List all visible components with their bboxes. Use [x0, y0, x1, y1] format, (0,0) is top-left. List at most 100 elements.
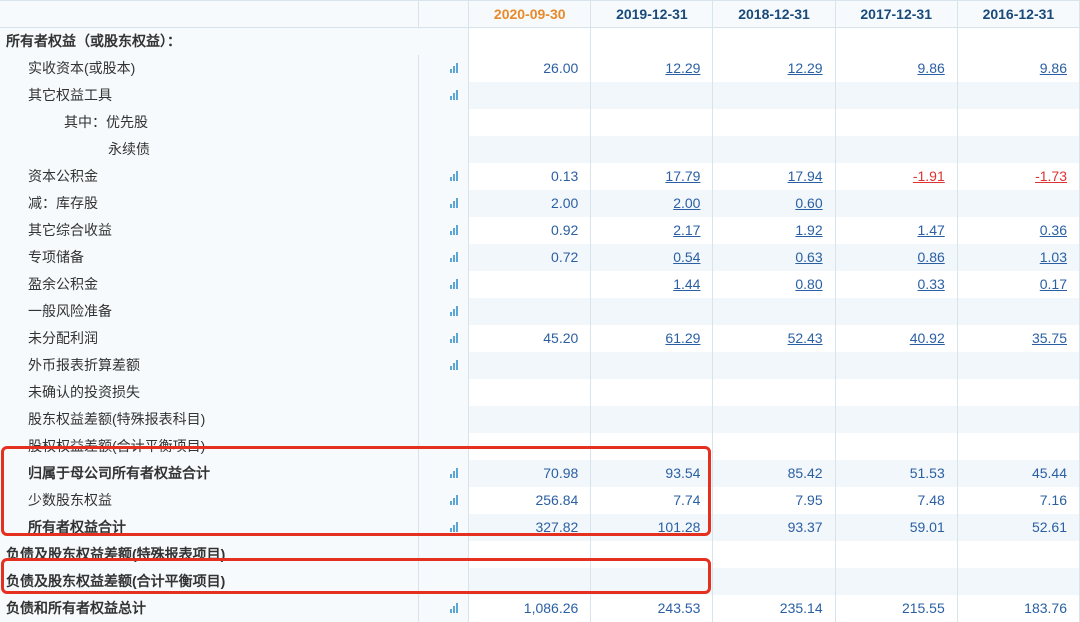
value-cell[interactable]: -1.73 — [957, 163, 1079, 190]
bar-chart-icon[interactable] — [450, 170, 458, 181]
bar-chart-icon[interactable] — [450, 62, 458, 73]
value-cell — [591, 541, 713, 568]
row-label: 永续债 — [0, 136, 419, 163]
value-cell[interactable]: 52.43 — [713, 325, 835, 352]
bar-chart-icon[interactable] — [450, 494, 458, 505]
value-cell[interactable]: 0.86 — [835, 244, 957, 271]
bar-chart-icon[interactable] — [450, 89, 458, 100]
value-cell[interactable]: 0.63 — [713, 244, 835, 271]
value-cell[interactable]: 17.79 — [591, 163, 713, 190]
value-cell — [469, 406, 591, 433]
bar-chart-icon[interactable] — [450, 359, 458, 370]
value-cell: 45.44 — [957, 460, 1079, 487]
value-cell[interactable]: 0.80 — [713, 271, 835, 298]
value-cell — [469, 136, 591, 163]
row-label: 所有者权益合计 — [0, 514, 419, 541]
chart-icon-cell[interactable] — [419, 163, 469, 190]
value-cell: 26.00 — [469, 55, 591, 82]
col-header-1[interactable]: 2019-12-31 — [591, 1, 713, 28]
value-cell — [835, 190, 957, 217]
value-cell — [469, 271, 591, 298]
value-cell[interactable]: 0.33 — [835, 271, 957, 298]
bar-chart-icon[interactable] — [450, 251, 458, 262]
value-cell[interactable]: 17.94 — [713, 163, 835, 190]
chart-icon-cell — [419, 433, 469, 460]
chart-icon-cell[interactable] — [419, 55, 469, 82]
value-cell[interactable]: 35.75 — [957, 325, 1079, 352]
value-cell — [957, 568, 1079, 595]
bar-chart-icon[interactable] — [450, 521, 458, 532]
table-row: 所有者权益合计327.82101.2893.3759.0152.61 — [0, 514, 1080, 541]
chart-icon-cell[interactable] — [419, 82, 469, 109]
value-cell: 85.42 — [713, 460, 835, 487]
value-cell — [591, 433, 713, 460]
bar-chart-icon[interactable] — [450, 305, 458, 316]
value-cell[interactable]: 61.29 — [591, 325, 713, 352]
value-cell[interactable]: 0.60 — [713, 190, 835, 217]
value-cell[interactable]: 2.00 — [591, 190, 713, 217]
row-label: 归属于母公司所有者权益合计 — [0, 460, 419, 487]
value-cell: 70.98 — [469, 460, 591, 487]
chart-icon-cell[interactable] — [419, 514, 469, 541]
value-cell[interactable]: 40.92 — [835, 325, 957, 352]
value-cell — [835, 541, 957, 568]
chart-icon-cell — [419, 136, 469, 163]
row-label: 未确认的投资损失 — [0, 379, 419, 406]
value-cell[interactable]: 1.44 — [591, 271, 713, 298]
value-cell[interactable]: 1.03 — [957, 244, 1079, 271]
value-cell — [469, 298, 591, 325]
header-blank-icon — [419, 1, 469, 28]
table-row: 负债及股东权益差额(特殊报表项目) — [0, 541, 1080, 568]
chart-icon-cell[interactable] — [419, 460, 469, 487]
col-header-0[interactable]: 2020-09-30 — [469, 1, 591, 28]
value-cell — [957, 82, 1079, 109]
bar-chart-icon[interactable] — [450, 602, 458, 613]
bar-chart-icon[interactable] — [450, 278, 458, 289]
value-cell: 183.76 — [957, 595, 1079, 622]
chart-icon-cell[interactable] — [419, 190, 469, 217]
chart-icon-cell[interactable] — [419, 271, 469, 298]
row-label: 实收资本(或股本) — [0, 55, 419, 82]
table-row: 其它综合收益0.922.171.921.470.36 — [0, 217, 1080, 244]
bar-chart-icon[interactable] — [450, 197, 458, 208]
bar-chart-icon[interactable] — [450, 224, 458, 235]
col-header-3[interactable]: 2017-12-31 — [835, 1, 957, 28]
value-cell — [957, 298, 1079, 325]
value-cell — [591, 406, 713, 433]
value-cell[interactable]: 0.17 — [957, 271, 1079, 298]
chart-icon-cell[interactable] — [419, 595, 469, 622]
value-cell[interactable]: 9.86 — [835, 55, 957, 82]
value-cell — [835, 433, 957, 460]
value-cell[interactable]: 0.54 — [591, 244, 713, 271]
bar-chart-icon[interactable] — [450, 467, 458, 478]
value-cell: 0.13 — [469, 163, 591, 190]
value-cell — [591, 379, 713, 406]
chart-icon-cell[interactable] — [419, 217, 469, 244]
chart-icon-cell — [419, 406, 469, 433]
financial-table: 2020-09-30 2019-12-31 2018-12-31 2017-12… — [0, 0, 1080, 622]
value-cell — [713, 568, 835, 595]
value-cell[interactable]: 2.17 — [591, 217, 713, 244]
table-row: 永续债 — [0, 136, 1080, 163]
bar-chart-icon[interactable] — [450, 332, 458, 343]
col-header-4[interactable]: 2016-12-31 — [957, 1, 1079, 28]
chart-icon-cell[interactable] — [419, 244, 469, 271]
value-cell[interactable]: 12.29 — [713, 55, 835, 82]
value-cell[interactable]: 0.36 — [957, 217, 1079, 244]
chart-icon-cell[interactable] — [419, 298, 469, 325]
chart-icon-cell — [419, 568, 469, 595]
chart-icon-cell[interactable] — [419, 487, 469, 514]
table-row: 实收资本(或股本)26.0012.2912.299.869.86 — [0, 55, 1080, 82]
value-cell[interactable]: 1.47 — [835, 217, 957, 244]
col-header-2[interactable]: 2018-12-31 — [713, 1, 835, 28]
chart-icon-cell[interactable] — [419, 352, 469, 379]
value-cell[interactable]: 1.92 — [713, 217, 835, 244]
section-header: 所有者权益（或股东权益）： — [0, 28, 469, 55]
value-cell[interactable]: 9.86 — [957, 55, 1079, 82]
chart-icon-cell[interactable] — [419, 325, 469, 352]
table-row: 负债及股东权益差额(合计平衡项目) — [0, 568, 1080, 595]
value-cell[interactable]: -1.91 — [835, 163, 957, 190]
value-cell — [469, 568, 591, 595]
value-cell: 0.72 — [469, 244, 591, 271]
value-cell[interactable]: 12.29 — [591, 55, 713, 82]
